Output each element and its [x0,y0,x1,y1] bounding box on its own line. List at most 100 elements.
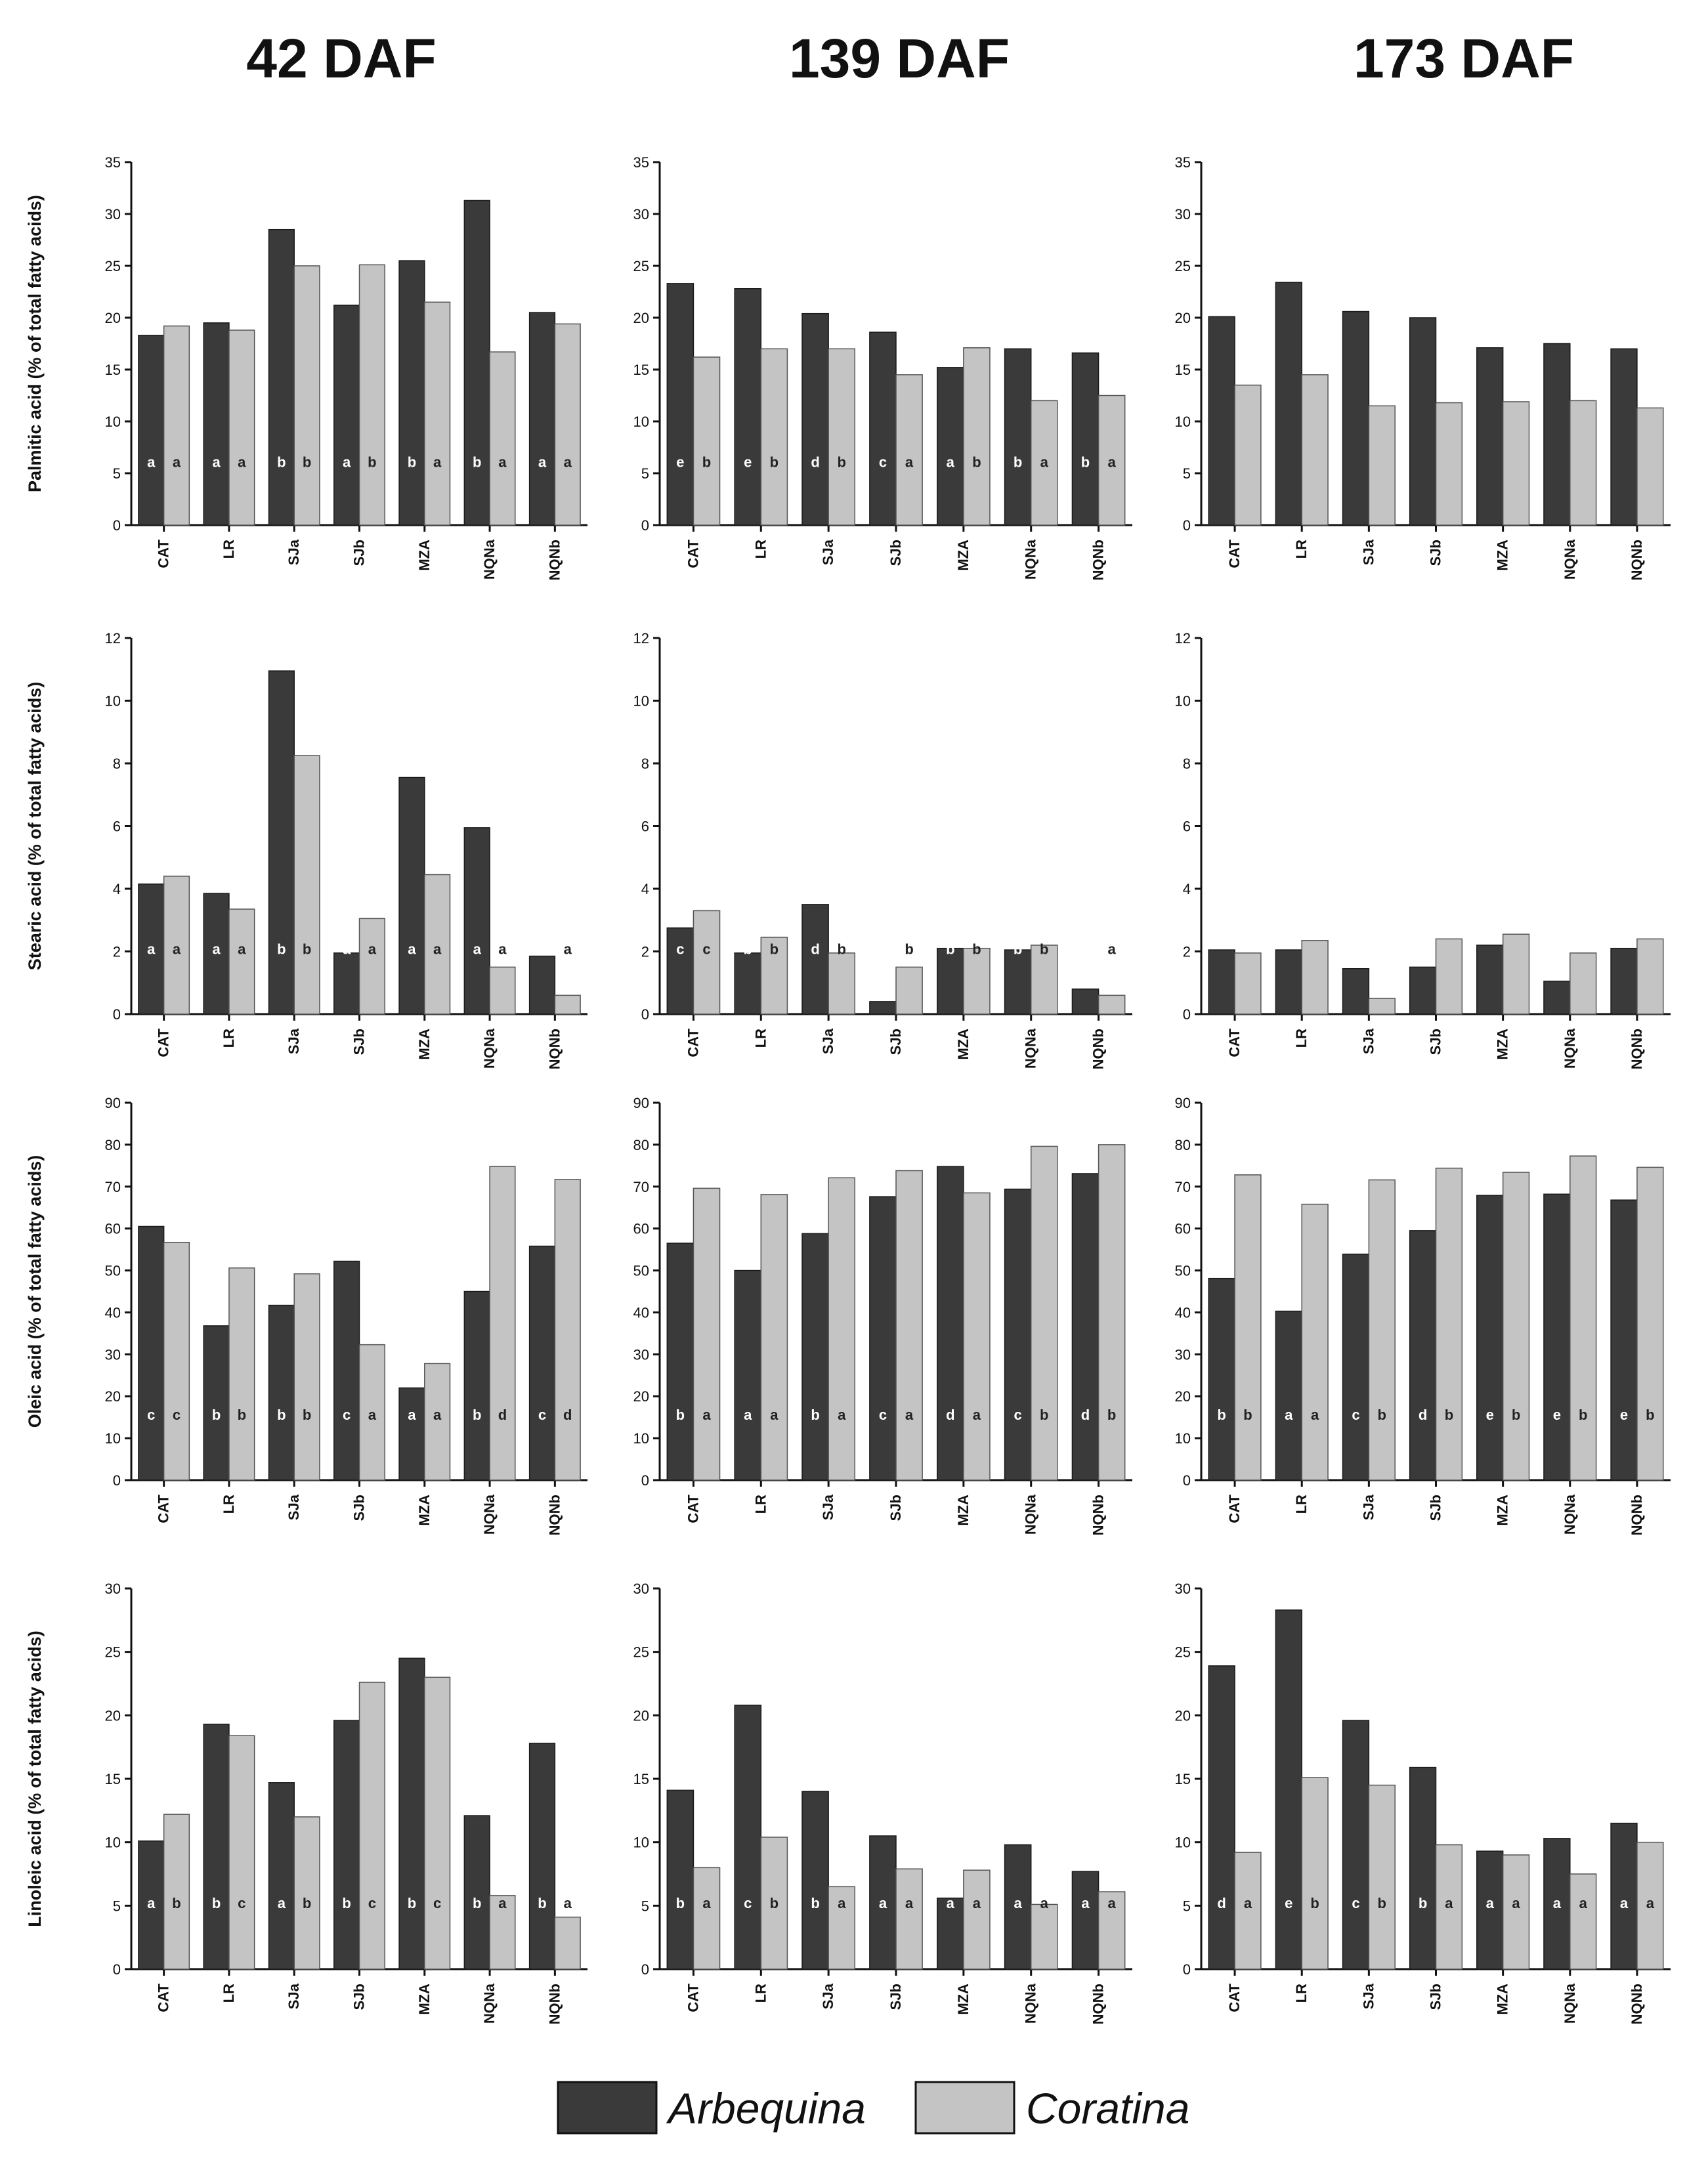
y-tick-label: 30 [633,1346,649,1363]
y-tick-label: 4 [1183,881,1191,897]
letter-coratina: b [368,454,376,471]
letter-arbequina: b [1081,454,1090,471]
y-tick-label: 2 [113,944,121,960]
bar-arbequina [936,947,964,1015]
y-tick-label: 10 [633,693,649,710]
category-label: NQNb [1629,1495,1645,1535]
letter-arbequina: c [1014,1407,1022,1423]
y-tick-label: 35 [105,154,121,171]
bar-coratina [1435,938,1463,1015]
letter-arbequina: a [1081,1895,1090,1911]
letter-coratina: a [702,1895,711,1911]
letter-arbequina: b [1014,454,1022,471]
letter-coratina: a [238,941,246,957]
category-label: NQNa [1562,539,1578,580]
bar-arbequina [1004,949,1032,1015]
bar-arbequina [1275,1310,1302,1481]
category-label: MZA [955,540,971,571]
letter-arbequina: c [147,1407,155,1423]
letter-arbequina: a [343,941,351,957]
bar-coratina [1301,1203,1329,1481]
letter-coratina: a [973,1407,981,1423]
letter-coratina: c [433,1895,441,1911]
y-tick-label: 60 [105,1221,121,1237]
y-tick-label: 0 [641,1961,649,1978]
letter-coratina: a [498,941,507,957]
category-label: SJa [286,1028,302,1054]
bar-coratina [760,1837,788,1970]
letter-coratina: b [1378,1407,1386,1423]
y-tick-label: 2 [1183,944,1191,960]
letter-coratina: a [1646,1895,1655,1911]
letter-arbequina: a [1553,1895,1562,1911]
letter-arbequina: c [343,1407,351,1423]
bar-coratina [1636,938,1664,1015]
bar-arbequina [1004,1844,1032,1970]
bar-coratina [1636,407,1664,526]
y-tick-label: 80 [105,1137,121,1153]
bar-arbequina [936,367,964,526]
letter-arbequina: b [946,941,954,957]
letter-coratina: c [702,941,710,957]
letter-coratina: b [1579,1407,1587,1423]
letter-arbequina: a [278,1895,286,1911]
y-tick-label: 0 [1183,1006,1191,1023]
letter-coratina: b [303,941,311,957]
letter-arbequina: d [1081,1407,1090,1423]
letter-coratina: b [770,454,779,471]
panel-r2-c2: 0 10 20 30 40 50 60 70 80 90 b b CAT a a LR c b SJa d b SJb e b… [1175,1095,1671,1535]
letter-arbequina: a [1014,1895,1023,1911]
letter-arbequina: a [538,941,547,957]
category-label: MZA [1495,540,1511,571]
letter-arbequina: c [879,454,887,471]
bar-arbequina [1409,1766,1437,1970]
bar-arbequina [398,777,425,1015]
letter-arbequina: d [946,1407,954,1423]
bar-coratina [1030,945,1058,1015]
letter-coratina: b [1040,1407,1048,1423]
bar-arbequina [1004,1188,1032,1481]
y-tick-label: 80 [1175,1137,1191,1153]
bar-arbequina [1610,348,1638,526]
y-tick-label: 20 [1175,1388,1191,1405]
y-tick-label: 2 [641,944,649,960]
bar-coratina [1502,401,1530,526]
letter-arbequina: e [744,454,752,471]
bar-coratina [895,966,923,1015]
y-tick-label: 6 [641,819,649,835]
y-tick-label: 0 [1183,1472,1191,1489]
y-tick-label: 6 [1183,819,1191,835]
letter-coratina: a [564,1895,572,1911]
bar-coratina [693,1187,721,1481]
y-tick-label: 12 [105,630,121,647]
bar-arbequina [1071,989,1100,1015]
letter-arbequina: b [277,941,286,957]
category-label: CAT [685,1494,701,1523]
bar-arbequina [1610,1822,1638,1970]
letter-coratina: a [1445,1895,1453,1911]
bar-arbequina [203,322,230,526]
bar-arbequina [1275,282,1302,526]
bar-arbequina [268,1782,295,1970]
column-title-42-daf: 42 DAF [246,28,436,89]
bar-coratina [1368,405,1396,526]
category-label: LR [221,1495,237,1514]
letter-arbequina: b [212,1407,221,1423]
bar-coratina [1636,1166,1664,1481]
bar-arbequina [1071,1871,1100,1970]
bar-coratina [1569,400,1597,526]
bar-arbequina [1342,1253,1370,1481]
letter-arbequina: a [1620,1895,1629,1911]
bar-arbequina [463,1815,490,1970]
y-tick-label: 20 [105,310,121,326]
column-title-173-daf: 173 DAF [1354,28,1574,89]
letter-coratina: c [173,1407,181,1423]
letter-arbequina: a [538,454,547,471]
letter-arbequina: b [1014,941,1022,957]
bar-coratina [1502,933,1530,1015]
category-label: NQNa [1023,539,1039,580]
letter-coratina: b [303,454,311,471]
bar-arbequina [1409,966,1437,1015]
y-tick-label: 25 [1175,1644,1191,1661]
bar-coratina [1234,1174,1262,1481]
